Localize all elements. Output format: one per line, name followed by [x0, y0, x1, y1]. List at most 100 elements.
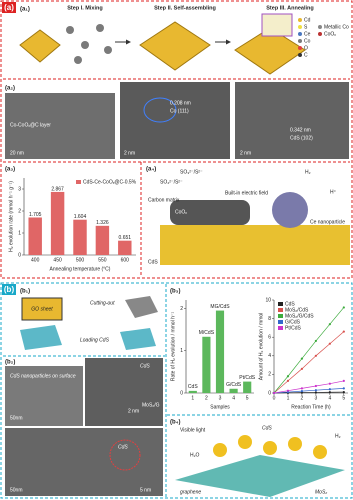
bar: [243, 381, 252, 393]
point: [328, 391, 331, 394]
bar: [118, 240, 132, 255]
legend-label: MoS₂/CdS: [285, 307, 309, 313]
highlight: [143, 97, 177, 123]
point: [342, 330, 345, 333]
scale-bar-label: 2 nm: [124, 150, 135, 156]
subpanel-label: (b₄): [170, 420, 181, 426]
bar: [50, 191, 65, 255]
line: [273, 307, 345, 394]
x-tick-label: 2: [205, 395, 208, 401]
y-axis-label: Amount of H₂ evolution / mmol: [258, 313, 264, 381]
loaded-sheet: [120, 328, 156, 350]
legend-swatch: [278, 326, 283, 330]
legend-label: S: [304, 24, 308, 30]
diagram-label: Ce nanoparticle: [310, 219, 345, 225]
diagram-label: Carbon matrix: [148, 197, 180, 203]
bar: [229, 388, 238, 393]
diagram-label: SO₄²⁻/S²⁻: [160, 179, 183, 185]
bar: [188, 390, 197, 393]
diagram-label: Loading CdS: [80, 337, 110, 343]
subpanel-label: (a₃): [5, 167, 15, 173]
diagram-label: Built-in electric field: [225, 190, 268, 196]
point: [328, 388, 331, 391]
diagram-label: CdS: [148, 259, 158, 265]
micrograph: [5, 428, 163, 496]
subpanel-label: (a₄): [146, 167, 156, 173]
crystal: [19, 29, 61, 63]
legend-label: Metallic Co: [324, 24, 349, 30]
scale-bar-label: 2 nm: [240, 150, 251, 156]
x-tick-label: 3: [219, 395, 222, 401]
scale-bar-label: 50nm: [10, 415, 23, 421]
legend-label: Pt/CdS: [285, 325, 302, 331]
legend-label: Co: [304, 38, 311, 44]
scale-bar-label: 50nm: [10, 487, 23, 493]
diagram-label: MoS₂: [315, 489, 327, 495]
value-label: 0.651: [119, 235, 132, 241]
point: [314, 354, 317, 357]
point: [286, 375, 290, 378]
scale-bar-label: 2 nm: [128, 408, 139, 414]
diagram-label: CdS: [262, 425, 272, 431]
y-tick-label: 1: [180, 348, 183, 354]
y-tick-label: 1: [18, 230, 21, 236]
legend-swatch: [76, 180, 81, 184]
value-label: 1.326: [96, 220, 109, 226]
y-tick-label: 2: [268, 372, 271, 378]
diagram-label: H⁺: [330, 189, 337, 195]
image-label: CdS: [140, 363, 150, 369]
legend-label: MoS₂/G/CdS: [285, 313, 314, 319]
point: [342, 379, 345, 383]
legend-label: G/CdS: [285, 319, 301, 325]
legend-label: Ce: [304, 31, 311, 37]
point: [286, 379, 290, 383]
point: [328, 342, 331, 345]
panel-badge: [2, 284, 16, 295]
cut-pieces: [125, 296, 158, 318]
diagram-label: H₂O: [190, 452, 200, 458]
point: [314, 389, 317, 392]
image-label: 0.208 nm: [170, 100, 191, 106]
x-axis-label: Reaction Time (h): [291, 404, 331, 410]
bar: [95, 225, 110, 255]
micrograph: [120, 82, 230, 159]
subpanel-label: (a₁): [20, 7, 30, 13]
subpanel-label: (a₂): [5, 86, 15, 92]
y-tick-label: 2: [18, 208, 21, 214]
value-label: 2.867: [51, 186, 64, 192]
x-axis-label: Annealing temperature (°C): [50, 266, 111, 272]
y-tick-label: 0: [18, 252, 21, 258]
scale-bar-label: 20 nm: [10, 150, 24, 156]
diagram-label: graphene: [180, 489, 201, 495]
image-label: CdS: [118, 444, 128, 450]
point: [300, 387, 304, 390]
point: [314, 391, 317, 394]
point: [328, 323, 331, 326]
x-tick-label: 0: [273, 395, 276, 401]
panel-label: (a): [4, 3, 14, 12]
cds-substrate: [160, 225, 350, 265]
point: [342, 387, 345, 390]
legend-label: C: [304, 52, 308, 58]
bar-label: Pt/CdS: [239, 375, 256, 381]
x-tick-label: 5: [246, 395, 249, 401]
point: [300, 367, 304, 370]
subpanel-label: (b₂): [5, 360, 15, 366]
bar: [73, 219, 87, 255]
bar-label: CdS: [188, 384, 198, 390]
legend-label: CoOₓ: [324, 31, 336, 37]
ce-nanoparticle: [272, 192, 308, 228]
y-tick-label: 0: [180, 390, 183, 396]
subpanel-label: (b₃): [170, 289, 180, 295]
panel-label: (b): [4, 285, 15, 294]
point: [300, 390, 304, 393]
point: [272, 391, 276, 395]
cds-particles: [213, 435, 327, 459]
y-tick-label: 10: [265, 297, 271, 303]
point: [342, 390, 345, 394]
highlight: [109, 439, 141, 471]
loaded-sheet: [20, 325, 62, 350]
diagram-label: Visible light: [180, 427, 206, 433]
x-tick-label: 4: [232, 395, 235, 401]
